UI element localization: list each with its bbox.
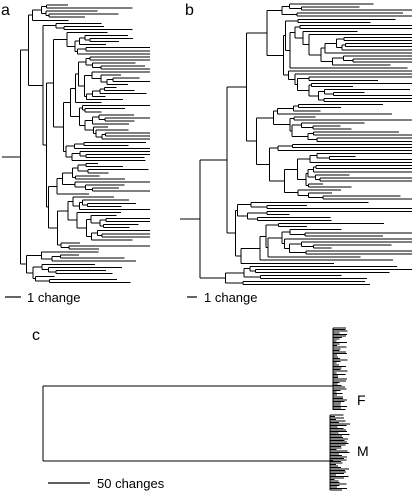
panel-b-label: b: [185, 2, 194, 19]
panel-b-tree: [180, 3, 412, 286]
panel-a-scale-label: 1 change: [27, 290, 81, 305]
panel-a-tree: [2, 4, 150, 284]
panel-c-label: c: [32, 327, 40, 344]
panel-b-scale-label: 1 change: [204, 290, 258, 305]
panel-a-label: a: [1, 2, 10, 19]
clade-f-label: F: [357, 392, 366, 408]
panel-c-scale-label: 50 changes: [97, 476, 165, 491]
clade-m-label: M: [357, 443, 369, 459]
panel-c-tree: [42, 327, 350, 491]
